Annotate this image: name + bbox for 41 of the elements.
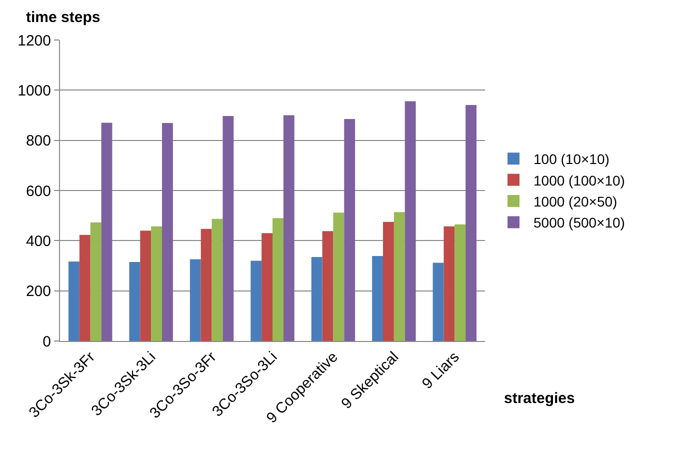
y-tick-label: 200 <box>26 283 51 300</box>
bar <box>250 260 262 341</box>
legend-label: 5000 (500×10) <box>534 214 625 231</box>
bar <box>222 116 234 341</box>
legend-label: 1000 (100×10) <box>534 172 625 188</box>
bar <box>68 261 80 341</box>
bar <box>333 212 344 341</box>
y-tick-label: 1000 <box>18 82 51 100</box>
bar <box>79 234 90 341</box>
x-axis-title: strategies <box>504 390 575 407</box>
bar <box>140 230 152 341</box>
bar <box>162 123 173 341</box>
bar <box>200 228 212 341</box>
bar <box>394 212 405 341</box>
y-tick-label: 600 <box>26 182 51 200</box>
legend-label: 100 (10×10) <box>534 151 610 168</box>
y-axis-title: time steps <box>26 9 100 26</box>
bar <box>272 218 284 341</box>
bar <box>262 233 272 341</box>
y-tick-label: 400 <box>26 232 51 250</box>
bar <box>372 256 383 341</box>
bar <box>311 256 322 341</box>
bar <box>151 226 162 341</box>
bar <box>404 101 416 341</box>
bar <box>344 119 356 341</box>
bar <box>101 122 112 341</box>
bar <box>454 224 466 341</box>
bar <box>444 226 455 341</box>
bar <box>190 259 201 341</box>
bar <box>466 104 476 341</box>
y-tick-label: 0 <box>42 333 51 350</box>
bar <box>383 222 394 341</box>
bar <box>283 115 294 341</box>
bar <box>212 218 223 341</box>
y-tick-label: 800 <box>26 132 51 150</box>
bar <box>432 262 444 341</box>
bar <box>322 231 334 341</box>
bar <box>90 222 102 341</box>
bar <box>129 262 140 341</box>
legend-label: 1000 (20×50) <box>534 193 618 210</box>
y-tick-label: 1200 <box>18 32 51 50</box>
